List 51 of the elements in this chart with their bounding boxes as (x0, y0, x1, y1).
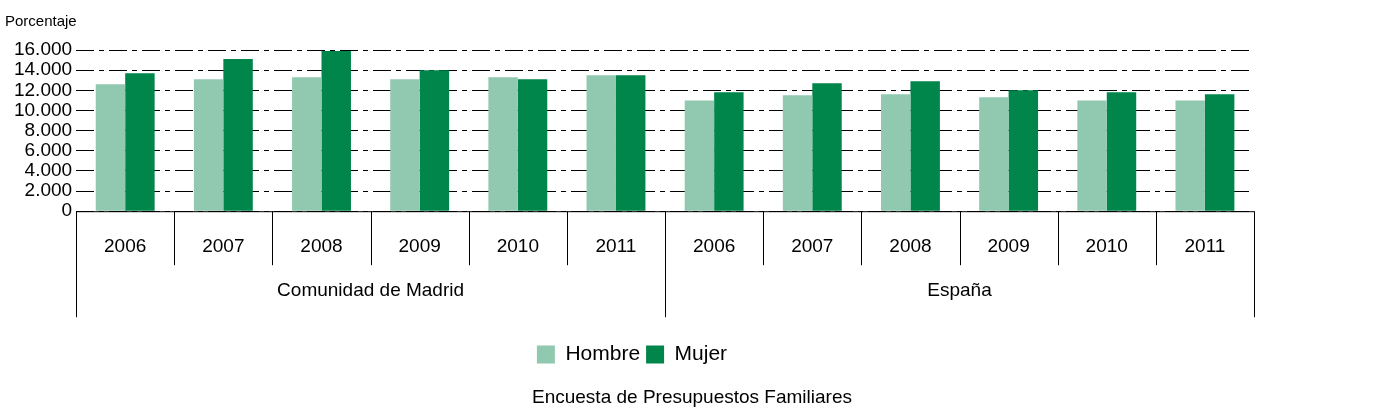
bar (292, 77, 322, 211)
bar (881, 94, 911, 211)
bar (1077, 100, 1107, 211)
x-tick-label: 2010 (1085, 234, 1128, 256)
bar (714, 92, 744, 211)
bar (684, 100, 715, 211)
bar (782, 95, 813, 211)
y-tick-label: 2.000 (24, 179, 73, 201)
bar (517, 79, 548, 211)
bar (1175, 100, 1205, 211)
legend-label: Hombre (565, 341, 641, 365)
text: España (927, 279, 993, 301)
x-tick-label: 2011 (1184, 234, 1226, 256)
bar (95, 84, 126, 211)
bar (193, 79, 224, 211)
bar (419, 70, 450, 211)
y-tick-label: 12.000 (13, 78, 73, 100)
x-tick-label: 2008 (889, 234, 932, 256)
bar (223, 59, 253, 211)
bar (488, 77, 518, 211)
bar (125, 73, 155, 211)
x-tick-label: 2007 (791, 234, 834, 256)
x-tick-label: 2006 (692, 234, 736, 256)
bar (812, 83, 842, 211)
bar (321, 51, 351, 211)
text: Encuesta de Presupuestos Familiares (532, 386, 852, 408)
x-tick-label: 2009 (987, 234, 1030, 256)
bar (390, 79, 420, 211)
bar (979, 97, 1009, 211)
x-tick-label: 2011 (595, 234, 637, 256)
x-tick-label: 2007 (202, 234, 245, 256)
y-tick-label: 0 (61, 199, 73, 221)
y-tick-label: 16.000 (13, 38, 73, 60)
y-tick-label: 4.000 (24, 159, 73, 181)
text: Comunidad de Madrid (277, 279, 465, 301)
x-tick-label: 2009 (398, 234, 441, 256)
bar (910, 81, 940, 211)
bar (1008, 90, 1039, 211)
x-tick-label: 2010 (496, 234, 539, 256)
y-axis-title: Porcentaje (5, 12, 77, 30)
x-tick-label: 2008 (300, 234, 343, 256)
x-tick-label: 2006 (104, 234, 147, 256)
y-tick-label: 8.000 (24, 118, 73, 140)
y-tick-label: 14.000 (13, 58, 73, 80)
bar (1106, 92, 1137, 211)
bar (1204, 94, 1235, 211)
legend-label: Mujer (674, 341, 728, 365)
y-tick-label: 6.000 (24, 138, 73, 160)
bar (586, 75, 616, 211)
bar (615, 75, 646, 211)
y-tick-label: 10.000 (13, 98, 73, 120)
